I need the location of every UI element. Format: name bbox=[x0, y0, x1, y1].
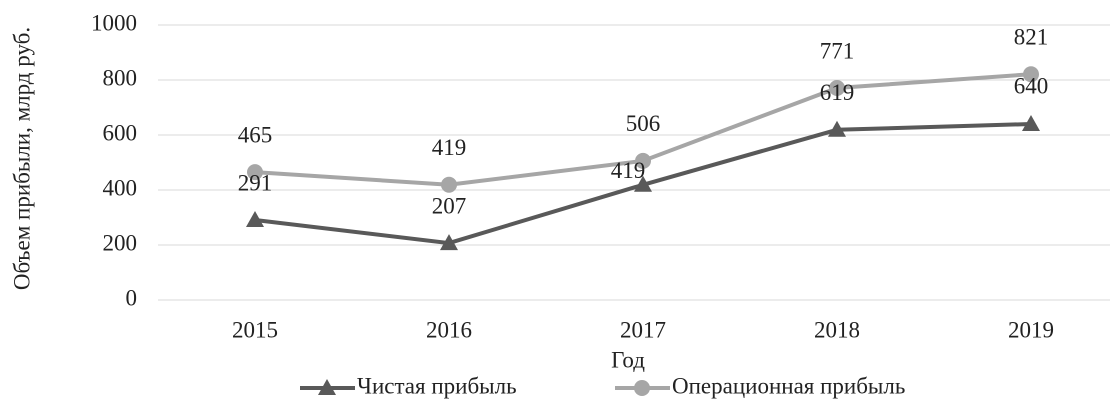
y-tick-label: 800 bbox=[103, 65, 138, 90]
marker bbox=[441, 176, 457, 193]
x-tick-label: 2018 bbox=[814, 317, 860, 342]
y-tick-label: 0 bbox=[126, 285, 138, 310]
legend-marker bbox=[318, 379, 336, 395]
marker bbox=[1023, 66, 1039, 83]
marker bbox=[440, 234, 458, 251]
legend-label: Чистая прибыль bbox=[357, 373, 517, 398]
marker bbox=[828, 120, 846, 137]
x-tick-label: 2016 bbox=[426, 317, 472, 342]
legend-marker bbox=[634, 380, 650, 396]
y-tick-label: 1000 bbox=[91, 10, 137, 35]
marker bbox=[829, 79, 845, 96]
x-tick-label: 2015 bbox=[232, 317, 278, 342]
data-label: 640 bbox=[1014, 73, 1049, 98]
marker bbox=[1022, 115, 1040, 131]
data-label: 419 bbox=[611, 158, 646, 183]
data-label: 207 bbox=[432, 193, 467, 218]
data-label: 821 bbox=[1014, 25, 1049, 50]
x-tick-label: 2017 bbox=[620, 317, 666, 342]
marker bbox=[635, 152, 651, 169]
y-axis-label: Объем прибыли, млрд руб. bbox=[9, 26, 35, 291]
data-label: 291 bbox=[238, 170, 273, 195]
marker bbox=[246, 210, 264, 227]
marker bbox=[634, 175, 652, 192]
data-label: 465 bbox=[238, 122, 273, 147]
x-axis-label: Год bbox=[611, 347, 645, 372]
legend-label: Операционная прибыль bbox=[672, 373, 905, 398]
data-label: 771 bbox=[820, 38, 855, 63]
data-label: 619 bbox=[820, 80, 855, 105]
y-tick-label: 600 bbox=[103, 120, 138, 145]
data-label: 506 bbox=[626, 111, 661, 136]
data-label: 419 bbox=[432, 135, 467, 160]
y-tick-label: 200 bbox=[103, 230, 138, 255]
marker bbox=[247, 164, 263, 181]
y-tick-label: 400 bbox=[103, 175, 138, 200]
x-tick-label: 2019 bbox=[1008, 317, 1054, 342]
